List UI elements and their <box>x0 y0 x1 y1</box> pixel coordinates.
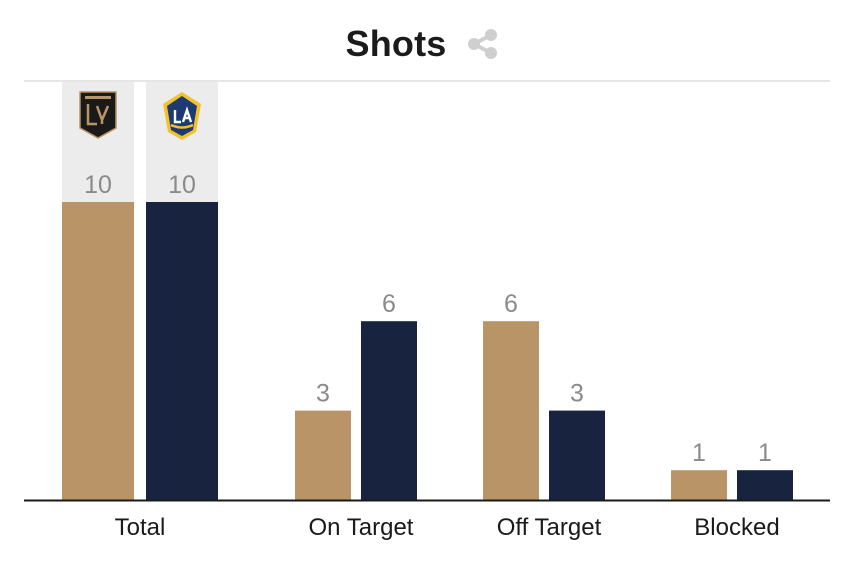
value-label: 1 <box>692 439 706 467</box>
value-label: 10 <box>168 171 196 199</box>
header-divider <box>24 80 830 82</box>
value-label: 3 <box>316 380 330 408</box>
value-label: 1 <box>758 439 772 467</box>
value-label: 3 <box>570 380 584 408</box>
value-label: 6 <box>504 290 518 318</box>
bar-off-target-series-1[interactable] <box>483 321 539 500</box>
bar-total-series-2[interactable] <box>146 202 218 500</box>
value-label: 10 <box>84 171 112 199</box>
category-label: Blocked <box>694 514 779 541</box>
bar-blocked-series-1[interactable] <box>671 470 727 500</box>
share-icon[interactable] <box>465 26 501 62</box>
bar-total-series-1[interactable] <box>62 202 134 500</box>
bar-on-target-series-1[interactable] <box>295 410 351 500</box>
chart-header: Shots <box>0 18 846 70</box>
lafc-crest-icon <box>79 91 117 139</box>
chart-title: Shots <box>345 23 447 64</box>
category-label: Total <box>115 514 166 541</box>
category-label: On Target <box>309 514 414 541</box>
bar-on-target-series-2[interactable] <box>361 321 417 500</box>
bar-off-target-series-2[interactable] <box>549 410 605 500</box>
bar-blocked-series-2[interactable] <box>737 470 793 500</box>
category-label: Off Target <box>497 514 602 541</box>
la-galaxy-crest-icon <box>163 92 201 140</box>
value-label: 6 <box>382 290 396 318</box>
